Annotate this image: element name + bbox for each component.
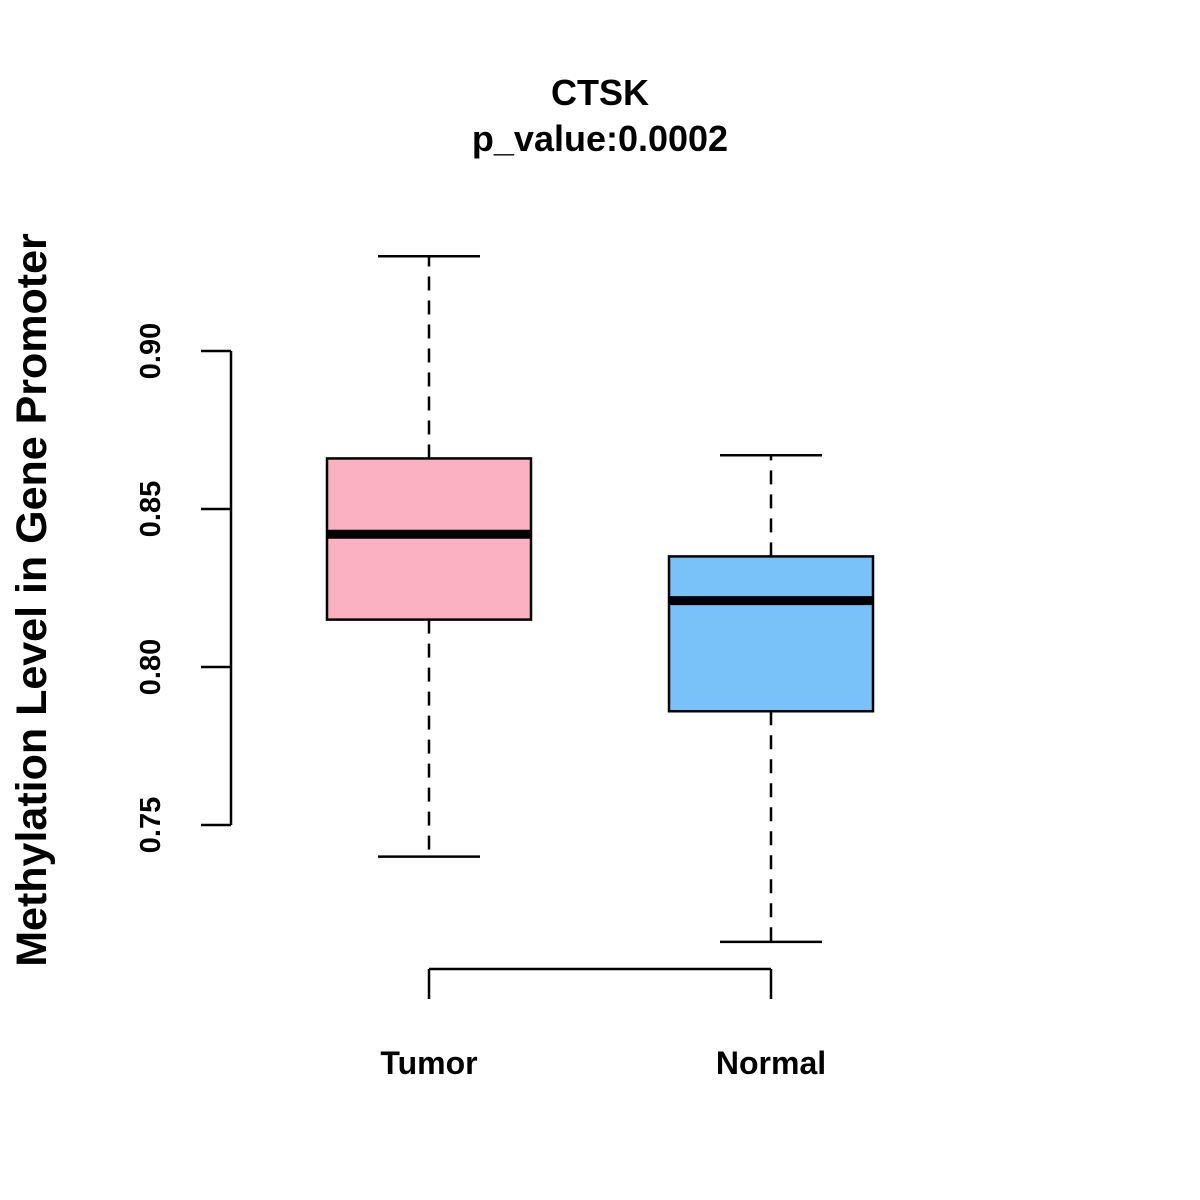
y-axis: 0.75 0.80 0.85 0.90 bbox=[135, 323, 233, 853]
x-axis: Tumor Normal bbox=[380, 967, 826, 1081]
boxes bbox=[325, 254, 875, 944]
x-tick-label-1: Normal bbox=[716, 1045, 826, 1081]
chart-subtitle: p_value:0.0002 bbox=[472, 118, 728, 159]
y-tick-label-0: 0.75 bbox=[135, 797, 167, 853]
box-tumor bbox=[325, 254, 533, 858]
iqr-box bbox=[325, 457, 533, 621]
x-tick-label-0: Tumor bbox=[380, 1045, 477, 1081]
iqr-box bbox=[667, 555, 875, 713]
y-axis-label: Methylation Level in Gene Promoter bbox=[8, 233, 56, 967]
y-tick-label-1: 0.80 bbox=[135, 639, 167, 695]
y-tick-label-3: 0.90 bbox=[135, 323, 167, 379]
chart-title: CTSK bbox=[551, 72, 649, 113]
box-normal bbox=[667, 454, 875, 944]
y-tick-label-2: 0.85 bbox=[135, 481, 167, 537]
